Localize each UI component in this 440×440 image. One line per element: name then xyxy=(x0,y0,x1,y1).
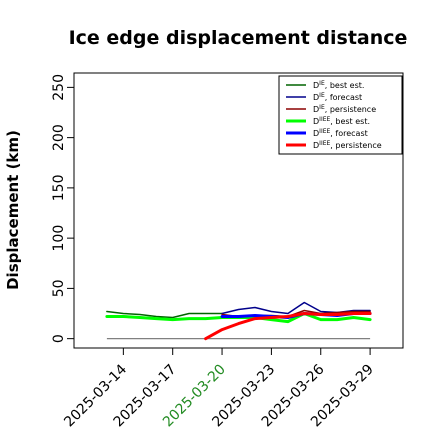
x-axis: 2025-03-142025-03-172025-03-202025-03-23… xyxy=(61,348,377,430)
chart-title: Ice edge displacement distance xyxy=(69,27,408,49)
legend-entry-label: DIIEE, best est. xyxy=(313,116,370,126)
y-tick-label: 0 xyxy=(51,334,67,343)
legend: DIE, best est. DIE, forecast DIE, persiste… xyxy=(278,75,403,155)
legend-entry-label: DIE, forecast xyxy=(313,92,362,102)
y-tick-label: 250 xyxy=(51,74,67,101)
series-line-0 xyxy=(106,310,223,319)
plot-frame xyxy=(73,72,404,349)
legend-box xyxy=(278,75,403,155)
legend-entry-label: DIE, persistence xyxy=(313,104,376,114)
plot-lines xyxy=(105,301,372,341)
legend-entry-label: DIE, best est. xyxy=(313,80,364,90)
y-tick-label: 100 xyxy=(51,225,67,252)
y-tick-label: 200 xyxy=(51,124,67,151)
y-tick-label: 50 xyxy=(51,279,67,297)
series-line-5 xyxy=(204,312,372,341)
y-axis: 0 50 100 150 200 250 xyxy=(51,74,74,343)
y-tick-label: 150 xyxy=(51,175,67,202)
y-axis-label: Displacement (km) xyxy=(4,130,22,290)
legend-entry-label: DIIEE, forecast xyxy=(313,128,368,138)
legend-entry-label: DIIEE, persistence xyxy=(313,140,382,150)
